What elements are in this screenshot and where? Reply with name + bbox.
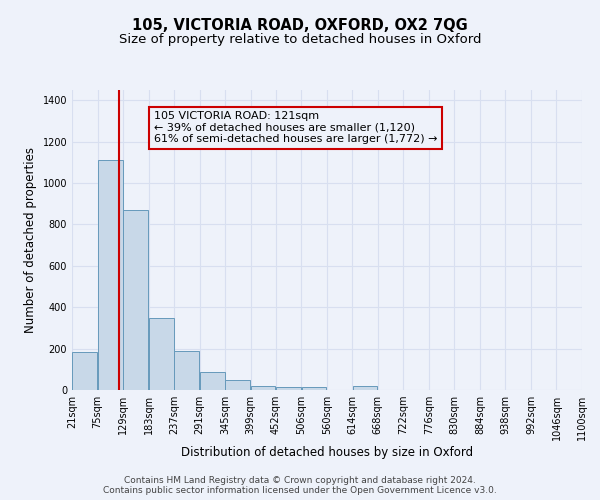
Text: Contains HM Land Registry data © Crown copyright and database right 2024.
Contai: Contains HM Land Registry data © Crown c… bbox=[103, 476, 497, 495]
Text: Size of property relative to detached houses in Oxford: Size of property relative to detached ho… bbox=[119, 34, 481, 46]
Bar bbox=[251, 386, 275, 390]
X-axis label: Distribution of detached houses by size in Oxford: Distribution of detached houses by size … bbox=[181, 446, 473, 458]
Bar bbox=[302, 387, 326, 390]
Bar bbox=[276, 387, 301, 390]
Bar bbox=[149, 318, 174, 390]
Bar bbox=[98, 160, 122, 390]
Bar bbox=[124, 210, 148, 390]
Text: 105, VICTORIA ROAD, OXFORD, OX2 7QG: 105, VICTORIA ROAD, OXFORD, OX2 7QG bbox=[132, 18, 468, 32]
Y-axis label: Number of detached properties: Number of detached properties bbox=[24, 147, 37, 333]
Bar bbox=[200, 372, 225, 390]
Bar bbox=[353, 386, 377, 390]
Bar bbox=[226, 380, 250, 390]
Bar bbox=[175, 350, 199, 390]
Text: 105 VICTORIA ROAD: 121sqm
← 39% of detached houses are smaller (1,120)
61% of se: 105 VICTORIA ROAD: 121sqm ← 39% of detac… bbox=[154, 111, 437, 144]
Bar bbox=[73, 352, 97, 390]
